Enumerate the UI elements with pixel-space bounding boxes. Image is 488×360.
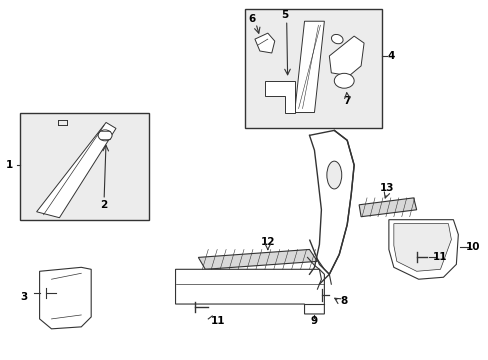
Ellipse shape [334,73,353,88]
Text: 6: 6 [248,14,255,24]
Bar [244,9,381,129]
Polygon shape [254,33,274,53]
Text: 5: 5 [281,10,288,20]
Text: 3: 3 [20,292,27,302]
Polygon shape [328,36,364,76]
Text: 8: 8 [340,296,347,306]
Text: 10: 10 [465,243,480,252]
Polygon shape [294,21,324,113]
Ellipse shape [98,130,112,141]
Polygon shape [198,249,317,269]
Polygon shape [358,198,416,217]
Text: 11: 11 [432,252,447,262]
Polygon shape [40,267,91,329]
Bar [20,113,148,220]
Text: 4: 4 [386,51,394,61]
Polygon shape [388,220,457,279]
Text: 1: 1 [6,160,14,170]
Text: 11: 11 [210,316,225,326]
Text: 7: 7 [343,96,350,105]
Polygon shape [393,224,450,271]
Polygon shape [175,269,324,314]
Ellipse shape [331,35,343,44]
Text: 2: 2 [100,200,107,210]
Polygon shape [37,122,116,218]
Text: 12: 12 [260,237,275,247]
Text: 9: 9 [310,316,317,326]
Polygon shape [264,81,294,113]
Ellipse shape [326,161,341,189]
Text: 13: 13 [379,183,393,193]
